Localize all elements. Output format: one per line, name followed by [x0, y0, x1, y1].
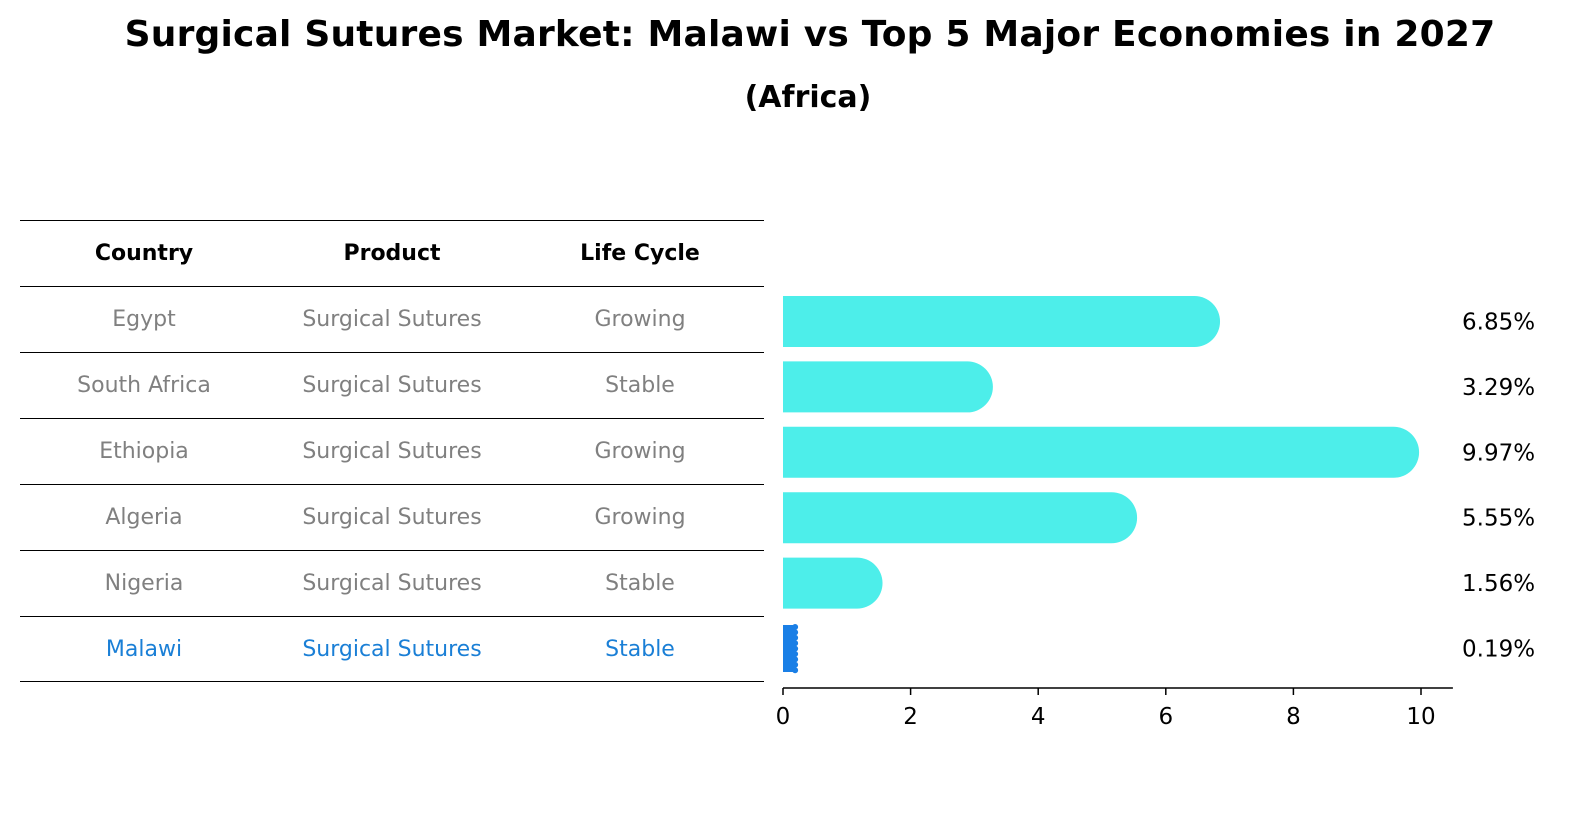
table-row-highlight: Malawi Surgical Sutures Stable: [20, 616, 764, 682]
header-product: Product: [343, 241, 441, 266]
table-row: Egypt Surgical Sutures Growing: [20, 286, 764, 352]
cell-life-cycle: Stable: [605, 636, 675, 662]
header-country: Country: [94, 241, 194, 266]
value-label: 5.55%: [1462, 506, 1535, 532]
bar-nigeria: [783, 557, 883, 609]
bar-south-africa: [783, 361, 993, 413]
cell-product: Surgical Sutures: [302, 636, 482, 662]
cell-life-cycle: Growing: [594, 307, 686, 332]
cell-product: Surgical Sutures: [302, 439, 482, 464]
cell-life-cycle: Growing: [594, 439, 686, 464]
cell-product: Surgical Sutures: [302, 307, 482, 332]
bar-malawi: [783, 625, 796, 672]
cell-product: Surgical Sutures: [302, 373, 482, 398]
bar-edge-dot: [792, 661, 799, 668]
table-row: South Africa Surgical Sutures Stable: [20, 352, 764, 418]
x-tick-label: 10: [1406, 704, 1435, 730]
value-label: 3.29%: [1462, 375, 1535, 401]
value-label: 0.19%: [1462, 637, 1535, 663]
chart-subtitle: (Africa): [744, 80, 872, 115]
cell-country: Nigeria: [104, 571, 184, 596]
bar-ethiopia: [783, 426, 1420, 478]
bar-edge-dot: [792, 645, 799, 652]
table-row: Algeria Surgical Sutures Growing: [20, 484, 764, 550]
bar-edge-dot: [792, 634, 799, 641]
bar-egypt: [783, 296, 1221, 347]
bar-edge-dot: [792, 656, 799, 663]
x-tick-label: 0: [776, 704, 791, 730]
x-tick-label: 6: [1158, 704, 1173, 730]
cell-country: Ethiopia: [99, 439, 189, 464]
x-tick-label: 4: [1031, 704, 1046, 730]
bar-edge-dot: [792, 640, 799, 647]
table-row: Ethiopia Surgical Sutures Growing: [20, 418, 764, 484]
cell-country: Algeria: [105, 505, 183, 530]
cell-country: Malawi: [105, 636, 183, 662]
table-header-row: Country Product Life Cycle: [20, 220, 764, 286]
table-row: Nigeria Surgical Sutures Stable: [20, 550, 764, 616]
value-label: 1.56%: [1462, 571, 1535, 597]
bar-edge-dot: [792, 624, 799, 630]
cell-product: Surgical Sutures: [302, 505, 482, 530]
cell-life-cycle: Growing: [594, 505, 686, 530]
bar-edge-dot: [792, 651, 799, 657]
value-label: 9.97%: [1462, 440, 1535, 466]
cell-product: Surgical Sutures: [302, 571, 482, 596]
x-tick-label: 2: [903, 704, 918, 730]
cell-life-cycle: Stable: [605, 373, 675, 398]
header-life-cycle: Life Cycle: [580, 241, 700, 266]
value-label: 6.85%: [1462, 310, 1535, 336]
x-tick-label: 8: [1286, 704, 1301, 730]
cell-country: Egypt: [112, 307, 176, 332]
bar-edge-dot: [792, 667, 799, 674]
bar-algeria: [783, 492, 1138, 544]
chart-title: Surgical Sutures Market: Malawi vs Top 5…: [124, 14, 1496, 55]
cell-country: South Africa: [77, 373, 211, 398]
data-table: Country Product Life Cycle Egypt Surgica…: [20, 220, 764, 682]
bar-edge-dot: [792, 629, 799, 636]
cell-life-cycle: Stable: [605, 571, 675, 596]
